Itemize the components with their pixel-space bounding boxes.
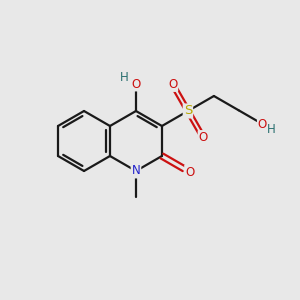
Text: S: S (184, 104, 192, 118)
Text: H: H (120, 71, 129, 84)
Text: N: N (132, 164, 140, 178)
Text: O: O (199, 131, 208, 144)
Text: O: O (168, 78, 177, 91)
Text: O: O (185, 166, 194, 178)
Text: O: O (258, 118, 267, 130)
Text: H: H (267, 123, 276, 136)
Text: O: O (131, 77, 141, 91)
